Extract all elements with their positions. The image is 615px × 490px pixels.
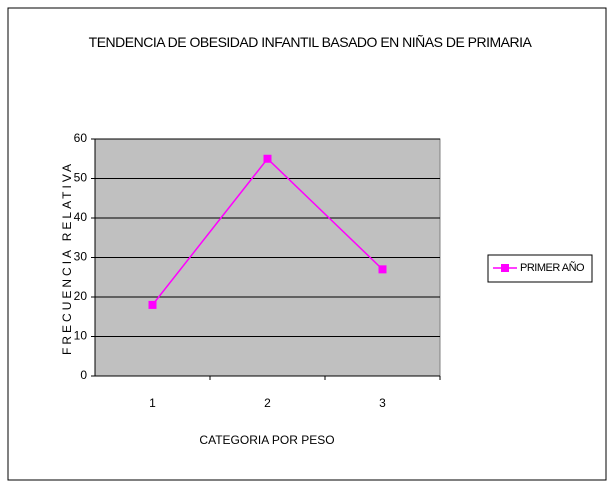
- y-tick-label: 20: [74, 289, 88, 303]
- x-axis-label: CATEGORIA POR PESO: [199, 433, 334, 447]
- y-tick-label: 30: [74, 250, 88, 264]
- x-tick-label: 3: [379, 396, 386, 410]
- marker: [378, 265, 387, 274]
- y-axis-label: FRECUENCIA RELATIVA: [60, 161, 74, 355]
- marker: [148, 300, 157, 309]
- chart-title: TENDENCIA DE OBESIDAD INFANTIL BASADO EN…: [88, 34, 532, 50]
- y-tick-label: 50: [74, 171, 88, 185]
- x-tick-label: 2: [264, 396, 271, 410]
- y-tick-label: 60: [74, 131, 88, 145]
- legend-marker: [501, 264, 509, 272]
- x-tick-label: 1: [149, 396, 156, 410]
- marker: [263, 154, 272, 163]
- y-tick-label: 40: [74, 210, 88, 224]
- y-tick-label: 0: [80, 368, 87, 382]
- y-tick-label: 10: [74, 329, 88, 343]
- legend-label: PRIMER AÑO: [520, 261, 585, 274]
